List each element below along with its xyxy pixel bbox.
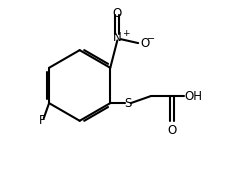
Text: O: O <box>167 124 176 137</box>
Text: O: O <box>140 37 149 50</box>
Text: F: F <box>38 114 45 127</box>
Text: −: − <box>147 34 155 44</box>
Text: OH: OH <box>183 90 201 103</box>
Text: O: O <box>112 7 121 20</box>
Text: N: N <box>112 31 121 44</box>
Text: S: S <box>124 97 131 110</box>
Text: +: + <box>122 29 129 38</box>
